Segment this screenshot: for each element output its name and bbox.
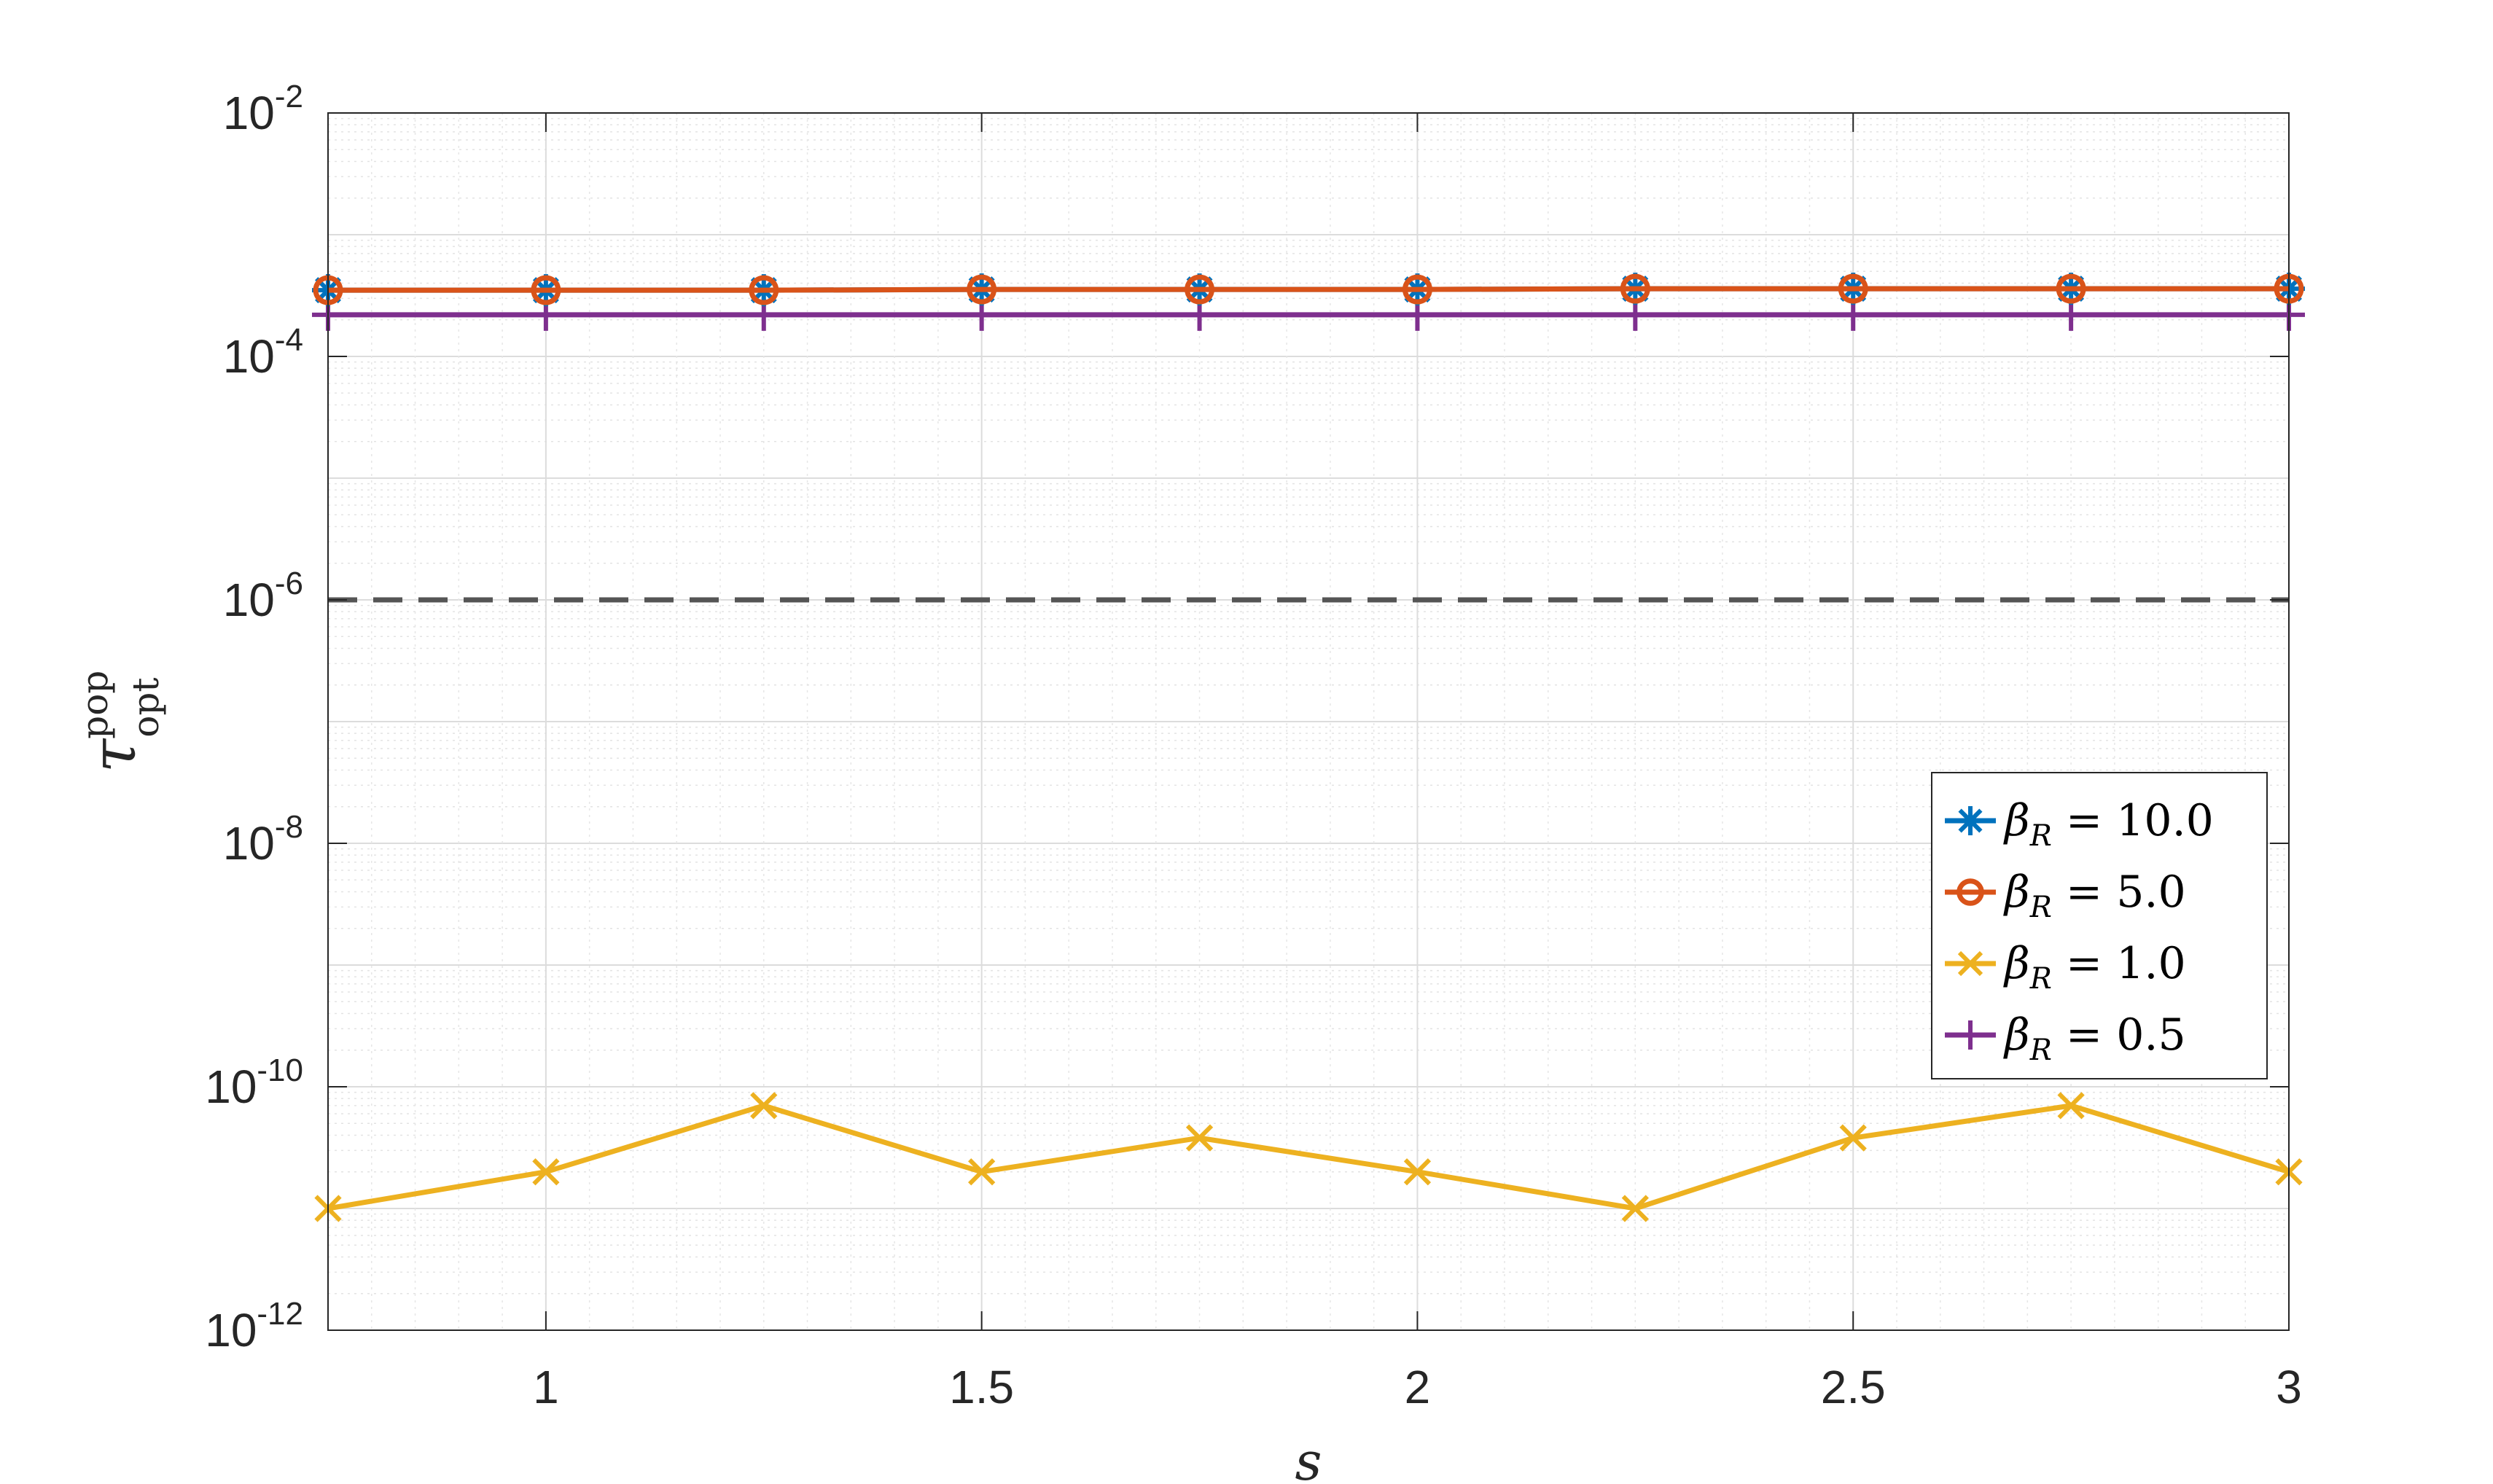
legend-label: βR = 1.0 bbox=[2003, 938, 2186, 996]
data-point bbox=[967, 274, 997, 305]
legend-label-value: = 5.0 bbox=[2052, 867, 2186, 918]
y-tick-label-exponent: -6 bbox=[275, 566, 303, 601]
legend-item: βR = 10.0 bbox=[1945, 795, 2214, 853]
legend-label-symbol: β bbox=[2003, 795, 2030, 846]
legend-label: βR = 0.5 bbox=[2003, 1009, 2186, 1067]
series-group bbox=[312, 273, 2305, 1222]
x-tick-labels: 1 1.5 2 2.5 3 bbox=[533, 1361, 2302, 1413]
y-tick-label-base: 10 bbox=[223, 87, 275, 139]
data-point bbox=[1957, 950, 1983, 977]
data-point bbox=[1956, 806, 1985, 835]
y-tick-label: 10-10 bbox=[205, 1053, 303, 1113]
legend-label: βR = 10.0 bbox=[2003, 795, 2214, 853]
data-point bbox=[1956, 878, 1984, 906]
y-tick-label-base: 10 bbox=[205, 1061, 257, 1113]
data-point bbox=[1403, 1158, 1432, 1186]
data-point bbox=[750, 1092, 778, 1120]
y-tick-label: 10-6 bbox=[223, 566, 303, 626]
y-tick-label: 10-4 bbox=[223, 322, 303, 383]
legend-label-symbol: β bbox=[2003, 938, 2030, 989]
y-tick-label: 10-8 bbox=[223, 809, 303, 870]
legend-label-subscript: R bbox=[2029, 819, 2052, 853]
y-axis-label-sup: pop bbox=[74, 671, 116, 739]
y-tick-label: 10-12 bbox=[205, 1296, 303, 1356]
series-x bbox=[314, 1092, 2303, 1222]
y-axis-label: τpop opt bbox=[74, 671, 167, 773]
data-point bbox=[532, 1158, 560, 1186]
y-tick-label-base: 10 bbox=[223, 330, 275, 383]
legend-label-subscript: R bbox=[2029, 1034, 2052, 1067]
data-point bbox=[1956, 1020, 1985, 1050]
data-point bbox=[968, 1158, 996, 1186]
data-point bbox=[2057, 1092, 2085, 1120]
legend-label: βR = 5.0 bbox=[2003, 867, 2186, 924]
x-tick-label: 1.5 bbox=[949, 1361, 1014, 1413]
legend-box bbox=[1931, 772, 2268, 1079]
x-tick-label: 3 bbox=[2276, 1361, 2302, 1413]
y-axis-label-base: τ bbox=[78, 738, 149, 773]
data-point bbox=[2056, 273, 2086, 304]
data-point bbox=[1402, 274, 1432, 305]
y-tick-label-exponent: -2 bbox=[275, 79, 303, 114]
legend-label-value: = 1.0 bbox=[2052, 938, 2186, 989]
legend-label-value: = 10.0 bbox=[2052, 795, 2214, 846]
y-tick-label-exponent: -8 bbox=[275, 809, 303, 845]
legend-label-value: = 0.5 bbox=[2052, 1009, 2186, 1061]
plot-frame bbox=[327, 112, 2290, 1331]
x-tick-label: 2 bbox=[1405, 1361, 1431, 1413]
legend-label-symbol: β bbox=[2003, 1009, 2030, 1061]
legend-label-symbol: β bbox=[2003, 867, 2030, 918]
y-tick-label-base: 10 bbox=[223, 574, 275, 626]
y-tick-label-exponent: -12 bbox=[257, 1296, 303, 1332]
data-point bbox=[749, 275, 779, 305]
y-axis-label-sub: opt bbox=[125, 677, 167, 737]
legend-label-subscript: R bbox=[2029, 891, 2052, 924]
legend-item: βR = 0.5 bbox=[1945, 1009, 2186, 1067]
y-tick-label-exponent: -10 bbox=[257, 1053, 303, 1088]
y-tick-label-exponent: -4 bbox=[275, 322, 303, 358]
data-point bbox=[1621, 1195, 1649, 1222]
series-line bbox=[327, 1103, 2290, 1211]
data-point bbox=[531, 275, 561, 305]
data-point bbox=[1185, 1124, 1214, 1152]
x-tick-label: 2.5 bbox=[1821, 1361, 1886, 1413]
x-tick-label: 1 bbox=[533, 1361, 559, 1413]
data-point bbox=[1839, 1124, 1867, 1152]
legend-label-subscript: R bbox=[2029, 962, 2052, 996]
data-point bbox=[1838, 273, 1868, 304]
data-point bbox=[1620, 273, 1650, 304]
y-tick-label: 10-2 bbox=[223, 79, 303, 139]
legend-item: βR = 5.0 bbox=[1945, 867, 2186, 924]
series-line bbox=[328, 286, 2289, 293]
x-axis-label: s bbox=[1295, 1431, 1322, 1484]
legend: βR = 10.0βR = 5.0βR = 1.0βR = 0.5 bbox=[1931, 772, 2268, 1079]
ticks bbox=[328, 112, 2290, 1331]
data-point bbox=[1185, 274, 1215, 305]
y-tick-label-base: 10 bbox=[205, 1304, 257, 1356]
legend-item: βR = 1.0 bbox=[1945, 938, 2186, 996]
y-tick-label-base: 10 bbox=[223, 817, 275, 870]
series-circle bbox=[313, 273, 2304, 305]
